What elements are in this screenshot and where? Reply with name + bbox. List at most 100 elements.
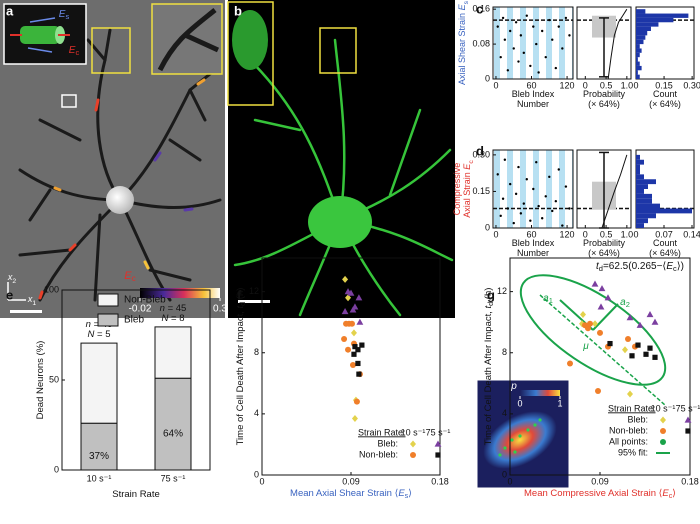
axis-symbol: 2 <box>12 278 16 285</box>
x-axis-label: Probability <box>583 89 626 99</box>
legend-row: Bleb: <box>627 414 648 424</box>
fit-annotation: μ <box>582 341 589 352</box>
point <box>540 29 544 33</box>
legend-row: Non-bleb: <box>609 425 648 435</box>
x-axis-label: Strain Rate <box>112 489 160 500</box>
point <box>622 346 628 354</box>
legend-row: 95% fit: <box>618 447 648 457</box>
y-axis-label: s <box>463 0 470 4</box>
point <box>535 160 538 164</box>
x-axis-label: (× 64%) <box>649 248 681 258</box>
axis-symbol: 1 <box>32 300 36 307</box>
point <box>564 185 568 188</box>
point <box>519 212 523 215</box>
point <box>627 390 633 398</box>
inset-label: Ec <box>69 45 80 57</box>
point <box>347 289 355 296</box>
x-tick-label: 0.09 <box>591 476 609 486</box>
x-tick-label: 0.14 <box>683 229 700 239</box>
x-axis-label: Count <box>653 89 678 99</box>
x-tick-label: 1.0 <box>621 229 634 239</box>
y-axis-label: Compressive Axial Strain Ec <box>452 160 474 218</box>
y-axis-label: (h) <box>483 288 494 302</box>
point <box>554 66 558 70</box>
hist-bar <box>636 22 659 27</box>
x-axis-label: Mean Compressive Axial Strain ⟨ <box>524 488 663 499</box>
x-tick-label: 75 s⁻¹ <box>161 473 186 483</box>
inset-colorbar-label: p <box>510 381 517 392</box>
colorbar-label: E <box>124 270 132 282</box>
fit-equation: td=62.5(0.265−⟨Ec⟩) <box>596 261 684 273</box>
legend-marker <box>435 452 441 458</box>
x-axis-label: Count(× 64%) <box>649 238 681 258</box>
panel-label: a <box>6 3 14 18</box>
y-axis-label: d <box>487 302 495 306</box>
panel-label: e <box>6 287 13 302</box>
x-tick-label: 60 <box>527 229 537 239</box>
panel-label: g <box>487 287 495 302</box>
fit-annotation: μ <box>582 341 589 352</box>
point <box>540 217 544 220</box>
y-axis-label: Axial Strain <box>462 170 472 218</box>
y-tick-label: 0 <box>485 73 490 83</box>
bleb-bands <box>493 7 573 79</box>
inset-label: E <box>69 45 76 56</box>
y-axis-label: E <box>457 3 467 10</box>
x-axis-label: Probability(× 64%) <box>583 238 626 258</box>
inset-colorbar-label: p <box>510 381 517 392</box>
x-tick-label: 0.18 <box>681 476 699 486</box>
colorbar-label: Ec <box>124 270 135 283</box>
x-axis-label: Bleb Index <box>512 238 555 248</box>
count-annotation: = 45 <box>165 302 186 313</box>
fit-annotation: a <box>620 297 626 308</box>
x-axis-label: Probability <box>583 89 626 99</box>
hist-bar <box>636 154 640 160</box>
bar-segment <box>80 342 118 424</box>
hist-bar <box>636 218 648 224</box>
point <box>587 320 593 327</box>
fit-equation: d <box>599 264 603 273</box>
point <box>564 16 568 20</box>
y-axis-label: (h) <box>235 288 246 302</box>
x-axis-label: (× 64%) <box>649 248 681 258</box>
hist-bar <box>636 70 638 75</box>
x-axis-label: ⟩ <box>408 488 412 499</box>
point <box>557 25 560 28</box>
legend-marker <box>684 416 692 423</box>
colorbar-label: Ec <box>124 270 135 283</box>
point <box>525 14 528 17</box>
x-axis-label: Count <box>653 89 678 99</box>
y-tick-label: 4 <box>254 408 259 418</box>
point <box>349 361 356 368</box>
x-tick-label: 10 s⁻¹ <box>87 473 112 483</box>
hist-bar <box>636 61 640 66</box>
point <box>580 311 586 319</box>
point <box>567 360 573 367</box>
hist-bar <box>636 17 674 23</box>
cdf-line <box>601 154 628 229</box>
x-tick-label: 0.07 <box>655 229 673 239</box>
x-axis-label: Bleb Index <box>512 89 555 99</box>
hist-bar <box>636 193 652 199</box>
point <box>512 47 515 50</box>
x-tick-label: 0 <box>507 476 512 486</box>
inset-label: s <box>65 12 69 21</box>
point <box>643 351 649 357</box>
fit-overlay <box>476 274 667 489</box>
y-axis-label: Time of Cell Death After Impact, <box>483 308 494 445</box>
count-annotation: = 5 <box>94 329 110 340</box>
legend-title: Strain Rate: <box>608 403 656 413</box>
hist-bar <box>636 39 644 45</box>
inset-label: E <box>59 9 66 20</box>
point <box>597 329 603 336</box>
fit-annotation: a1 <box>543 293 553 305</box>
y-tick-label: 50 <box>49 374 59 384</box>
x-tick-label: 0 <box>633 80 638 90</box>
hist-bar <box>636 9 646 14</box>
point <box>514 21 518 24</box>
y-tick-label: 0.16 <box>472 4 490 14</box>
hist-bar <box>636 26 651 31</box>
x-axis-label: (× 64%) <box>588 99 620 109</box>
hist-bar <box>636 44 640 49</box>
point <box>353 398 360 405</box>
